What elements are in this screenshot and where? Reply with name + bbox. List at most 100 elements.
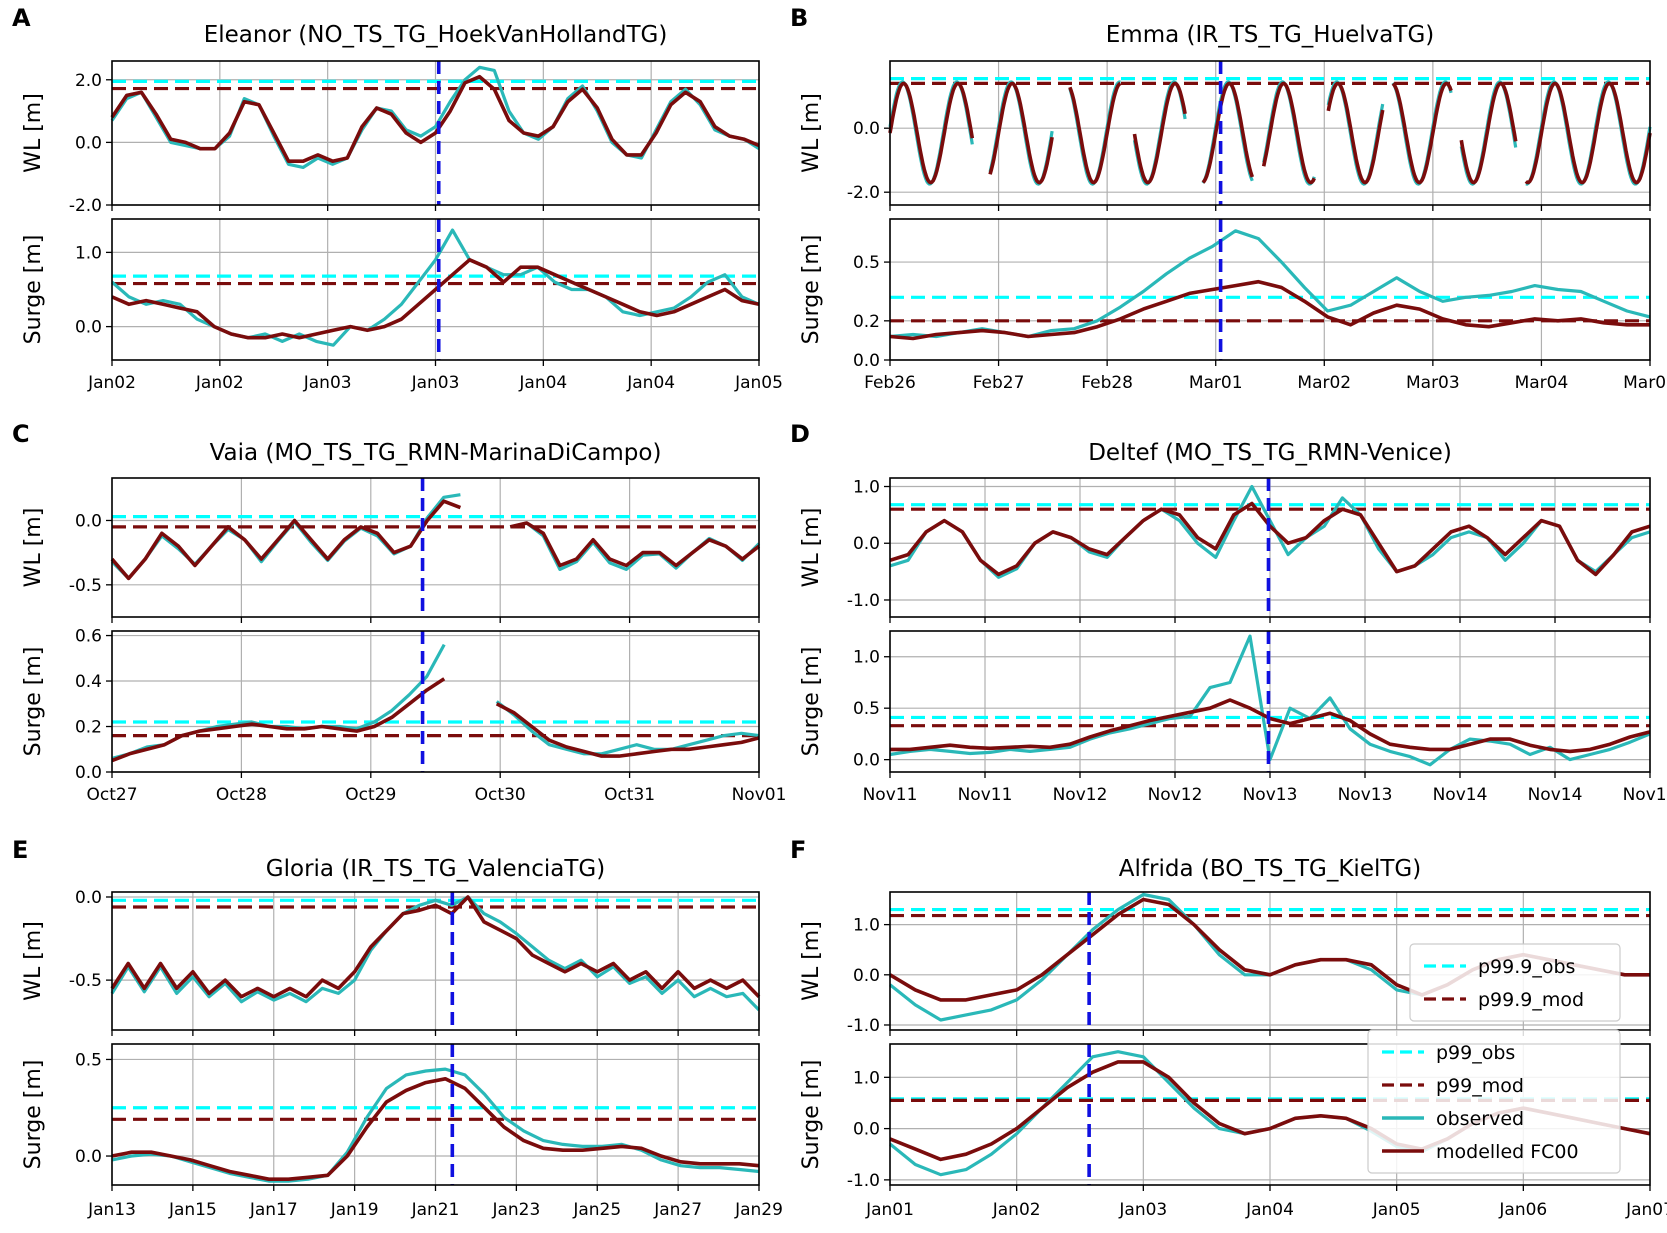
y-axis-label: WL [m] (799, 921, 824, 1001)
legend-entry: p99_obs (1436, 1042, 1515, 1064)
panel-letter: A (12, 4, 31, 32)
y-tick-label: -2.0 (847, 183, 880, 203)
x-tick-label: Nov14 (1528, 785, 1583, 805)
y-tick-label: -1.0 (847, 591, 880, 611)
x-tick-label: Nov15 (1623, 785, 1667, 805)
x-tick-label: Oct28 (216, 785, 267, 805)
modelled-series-line (111, 1077, 760, 1181)
panel-letter: E (12, 836, 28, 864)
axes-frame (889, 60, 1651, 206)
x-tick-label: Jan05 (734, 373, 783, 393)
modelled-series-line (110, 74, 760, 163)
x-tick-label: Feb28 (1081, 373, 1133, 393)
y-tick-label: 0.0 (853, 119, 880, 139)
x-tick-label: Feb27 (973, 373, 1025, 393)
y-axis-label: Surge [m] (21, 647, 46, 757)
y-axis-label: WL [m] (799, 93, 824, 173)
x-tick-label: Nov11 (863, 785, 918, 805)
x-tick-label: Nov14 (1433, 785, 1488, 805)
x-tick-label: Oct29 (345, 785, 396, 805)
y-tick-label: 0.0 (75, 318, 102, 338)
y-tick-label: 2.0 (75, 71, 102, 91)
y-tick-label: 0.5 (853, 253, 880, 273)
y-tick-label: 0.2 (75, 718, 102, 738)
legend-upper: p99.9_obs p99.9_mod (1409, 943, 1621, 1022)
y-tick-label: -0.5 (69, 576, 102, 596)
y-tick-label: 1.0 (853, 1068, 880, 1088)
x-tick-label: Jan03 (303, 373, 352, 393)
panel-E: E Gloria (IR_TS_TG_ValenciaTG) 0.0 -0.5 WL [… (12, 836, 783, 1220)
x-tick-label: Mar05 (1623, 373, 1667, 393)
observed-series-line (111, 1067, 760, 1183)
axes-frame (111, 477, 760, 618)
y-tick-label: 0.2 (853, 312, 880, 332)
legend-entry: p99_mod (1436, 1075, 1524, 1097)
x-tick-label: Nov01 (732, 785, 787, 805)
x-tick-label: Oct27 (86, 785, 137, 805)
x-tick-label: Jan23 (491, 1200, 540, 1220)
y-tick-label: -0.5 (69, 971, 102, 991)
x-tick-label: Jan27 (653, 1200, 702, 1220)
x-tick-label: Oct31 (604, 785, 655, 805)
x-tick-label: Jan04 (1245, 1200, 1294, 1220)
x-tick-label: Jan06 (1498, 1200, 1547, 1220)
y-tick-label: -1.0 (847, 1171, 880, 1191)
y-tick-label: 0.6 (75, 627, 102, 647)
panel-letter: C (12, 420, 30, 448)
y-axis-label: Surge [m] (21, 235, 46, 345)
x-tick-label: Nov13 (1338, 785, 1393, 805)
x-tick-label: Jan25 (572, 1200, 621, 1220)
legend-lower: p99_obs p99_mod observed modelled FC00 (1367, 1029, 1621, 1174)
x-tick-label: Nov12 (1053, 785, 1108, 805)
x-tick-label: Jan17 (249, 1200, 298, 1220)
y-tick-label: 0.0 (75, 763, 102, 783)
modelled-series-line (889, 279, 1650, 341)
panel-title: Deltef (MO_TS_TG_RMN-Venice) (1088, 440, 1452, 466)
observed-series-line (111, 643, 760, 760)
x-tick-label: Mar04 (1515, 373, 1569, 393)
x-tick-label: Jan01 (865, 1200, 914, 1220)
x-tick-label: Jan03 (1118, 1200, 1167, 1220)
modelled-series-line (110, 499, 761, 581)
x-tick-label: Jan04 (626, 373, 675, 393)
modelled-series-line (888, 81, 1652, 185)
x-tick-label: Jan15 (168, 1200, 217, 1220)
y-tick-label: 0.0 (75, 133, 102, 153)
x-tick-label: Mar03 (1406, 373, 1460, 393)
x-tick-label: Jan13 (87, 1200, 136, 1220)
y-tick-label: 1.0 (853, 916, 880, 936)
axes-frame (111, 630, 760, 773)
panel-title: Eleanor (NO_TS_TG_HoekVanHollandTG) (204, 22, 668, 48)
panel-A: A Eleanor (NO_TS_TG_HoekVanHollandTG) 2.0 0… (12, 4, 783, 393)
x-tick-label: Nov11 (958, 785, 1013, 805)
y-tick-label: 0.0 (853, 534, 880, 554)
y-axis-label: Surge [m] (799, 1060, 824, 1170)
panel-C: C Vaia (MO_TS_TG_RMN-MarinaDiCampo) 0.0 -0.… (12, 420, 786, 805)
x-tick-label: Jan19 (330, 1200, 379, 1220)
y-axis-label: Surge [m] (21, 1060, 46, 1170)
panel-letter: D (790, 420, 810, 448)
modelled-series-line (110, 895, 761, 999)
modelled-series-line (111, 677, 760, 763)
panel-D: D Deltef (MO_TS_TG_RMN-Venice) 1.0 0.0 -1.0 W… (790, 420, 1667, 805)
y-tick-label: 1.0 (853, 478, 880, 498)
legend-entry: p99.9_mod (1478, 989, 1584, 1011)
y-tick-label: 0.5 (75, 1050, 102, 1070)
x-tick-label: Nov12 (1148, 785, 1203, 805)
y-tick-label: 0.0 (853, 751, 880, 771)
modelled-series-line (111, 258, 760, 340)
panel-letter: F (790, 836, 806, 864)
axes-frame (889, 218, 1651, 361)
y-tick-label: 1.0 (75, 243, 102, 263)
x-tick-label: Jan02 (87, 373, 136, 393)
y-tick-label: -2.0 (69, 196, 102, 216)
x-tick-label: Mar01 (1189, 373, 1243, 393)
legend-entry: modelled FC00 (1436, 1141, 1579, 1163)
panel-B: B Emma (IR_TS_TG_HuelvaTG) 0.0 -2.0 WL [m] 0.… (790, 4, 1667, 393)
legend-entry: p99.9_obs (1478, 956, 1575, 978)
x-tick-label: Jan04 (518, 373, 567, 393)
y-tick-label: 0.0 (75, 511, 102, 531)
panel-title: Emma (IR_TS_TG_HuelvaTG) (1106, 22, 1434, 48)
x-tick-label: Jan02 (195, 373, 244, 393)
